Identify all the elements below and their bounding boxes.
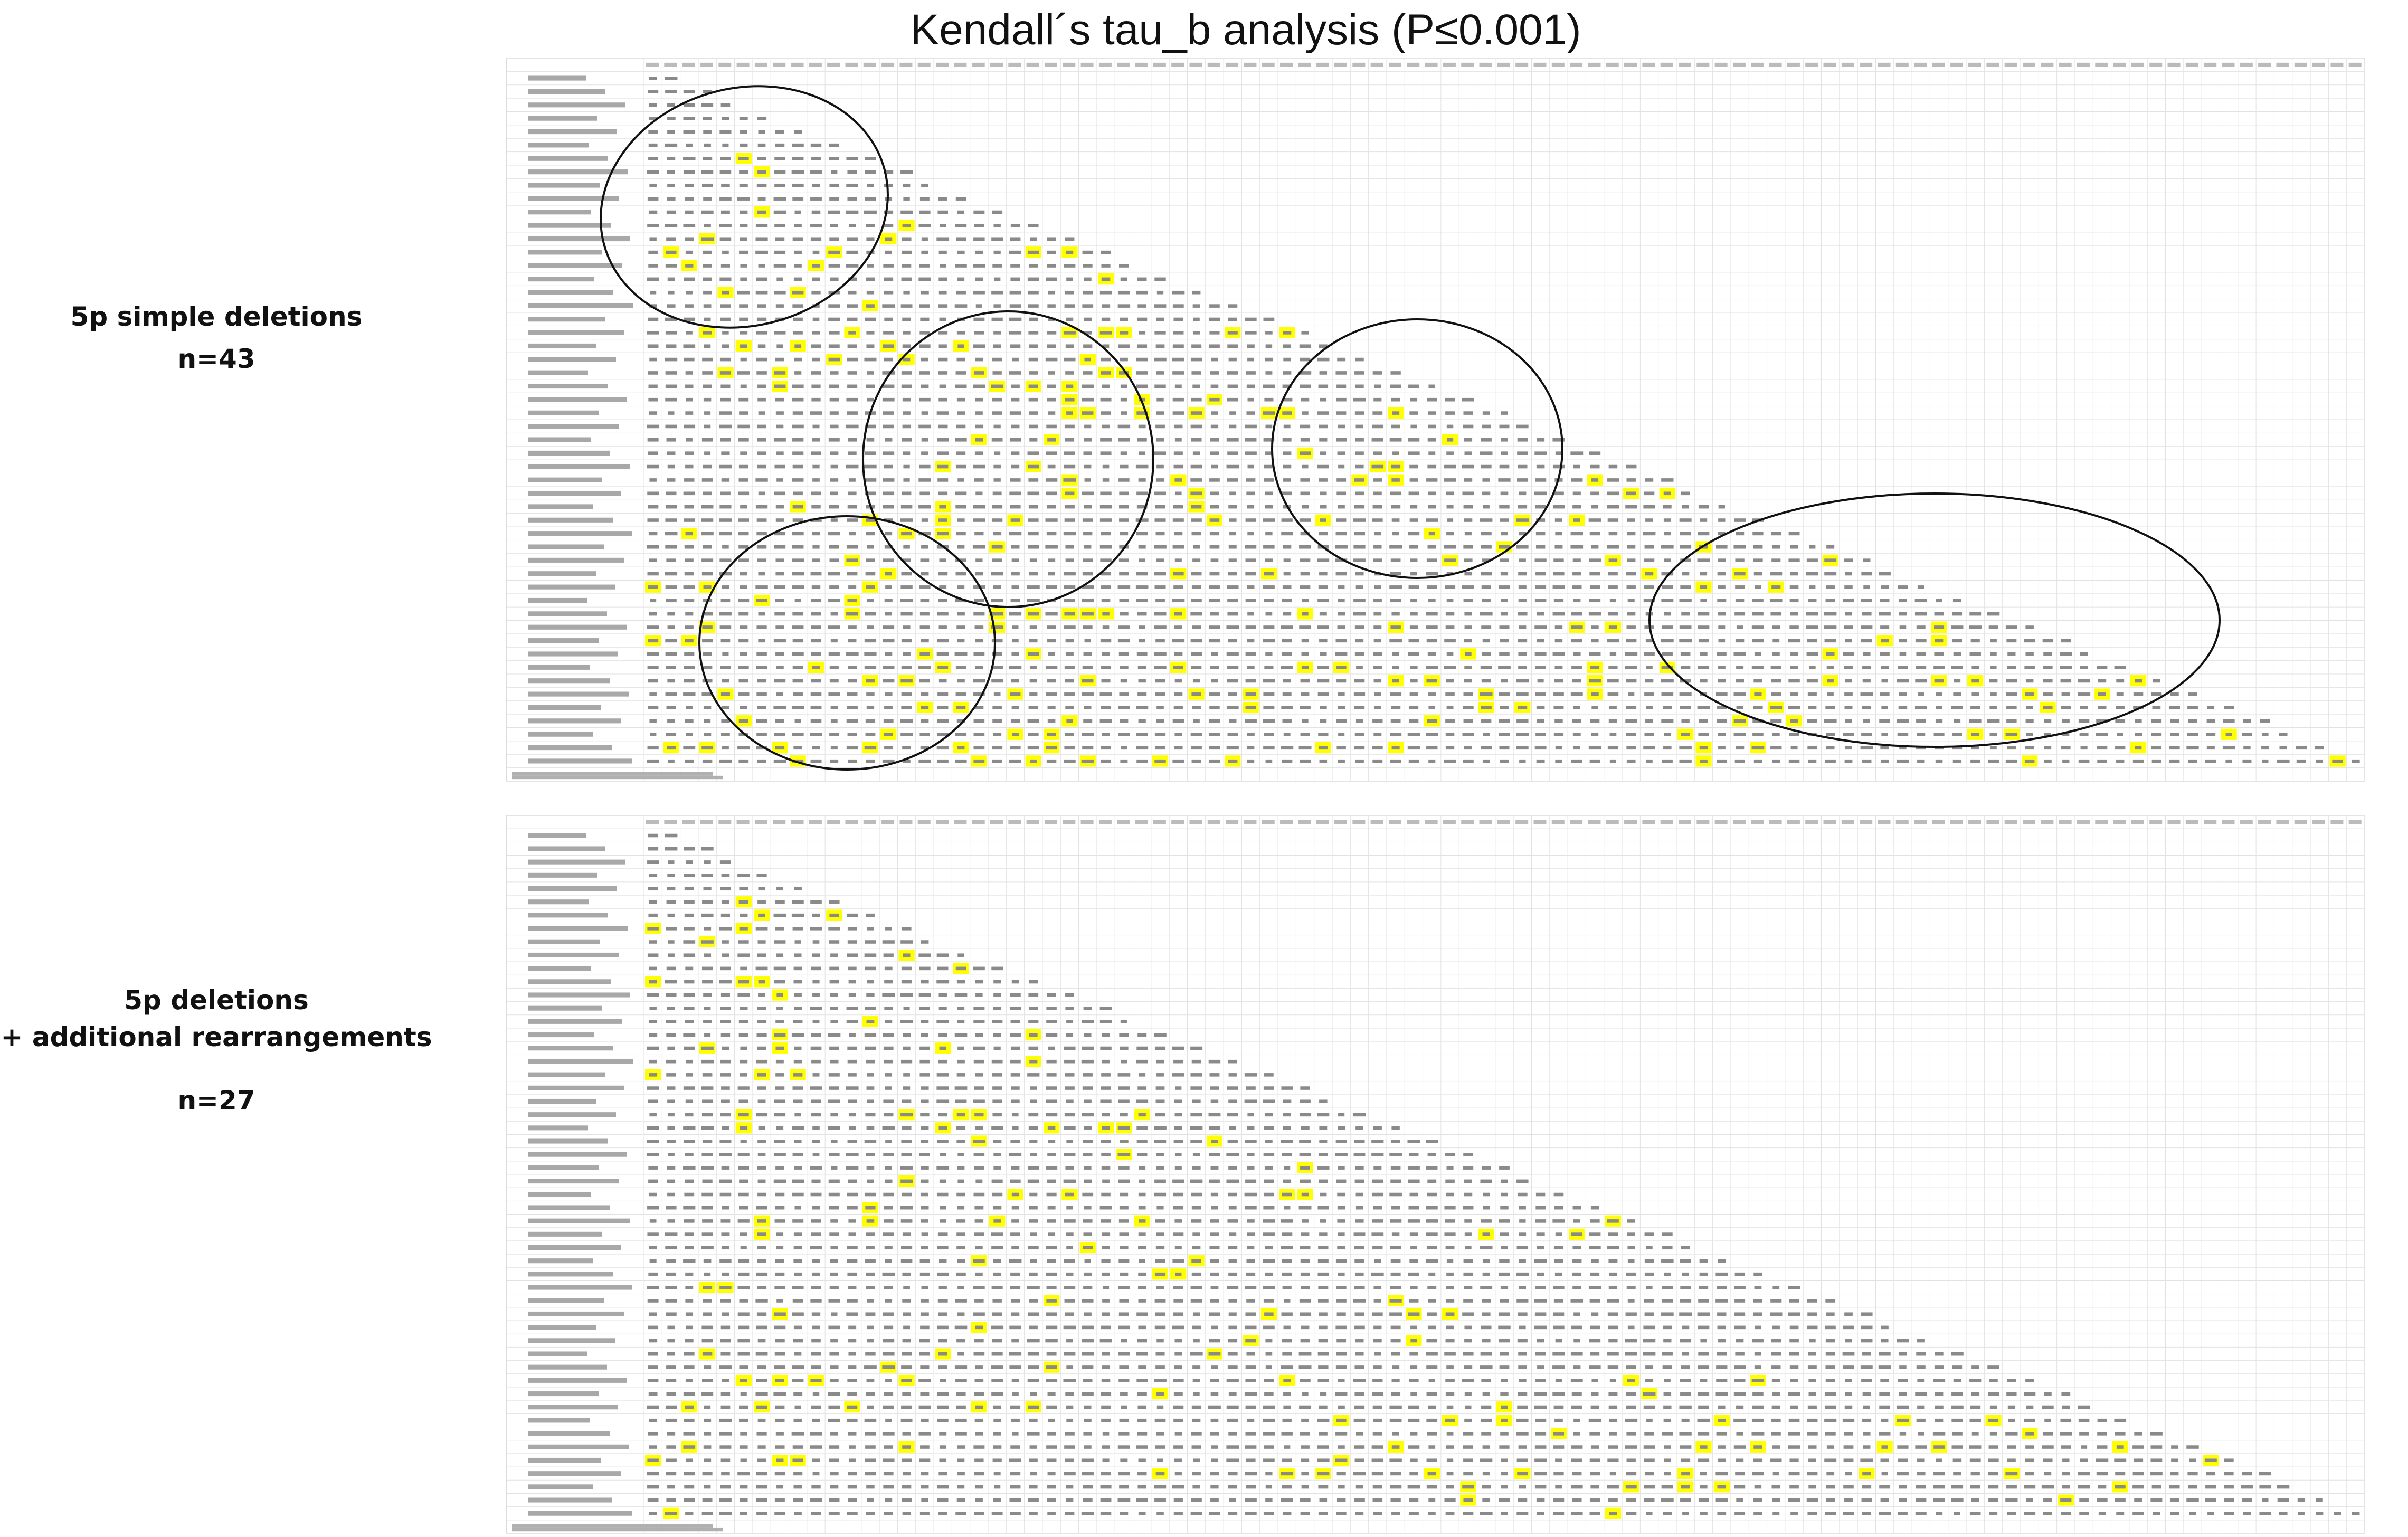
- figure-title: Kendall´s tau_b analysis (P≤0.001): [910, 6, 1581, 54]
- panel-top-label: 5p simple deletions n=43: [0, 298, 433, 377]
- panel-top-label-line1: 5p simple deletions: [70, 301, 363, 332]
- circled-region-2: [862, 310, 1154, 608]
- circled-region-5: [1648, 492, 2221, 748]
- panel-bottom-label-line2: + additional rearrangements: [1, 1022, 432, 1052]
- panel-top-n: n=43: [177, 344, 255, 374]
- panel-bottom-label: 5p deletions + additional rearrangements…: [0, 982, 433, 1119]
- circled-regions: [600, 85, 2221, 771]
- circled-region-1: [600, 85, 889, 329]
- panel-bottom-label-line1: 5p deletions: [124, 985, 309, 1016]
- circled-region-3: [698, 515, 996, 771]
- panel-bottom-matrix: [506, 815, 2365, 1534]
- circled-region-4: [1271, 318, 1563, 579]
- panel-top-matrix: [506, 58, 2365, 782]
- panel-bottom-n: n=27: [177, 1085, 255, 1116]
